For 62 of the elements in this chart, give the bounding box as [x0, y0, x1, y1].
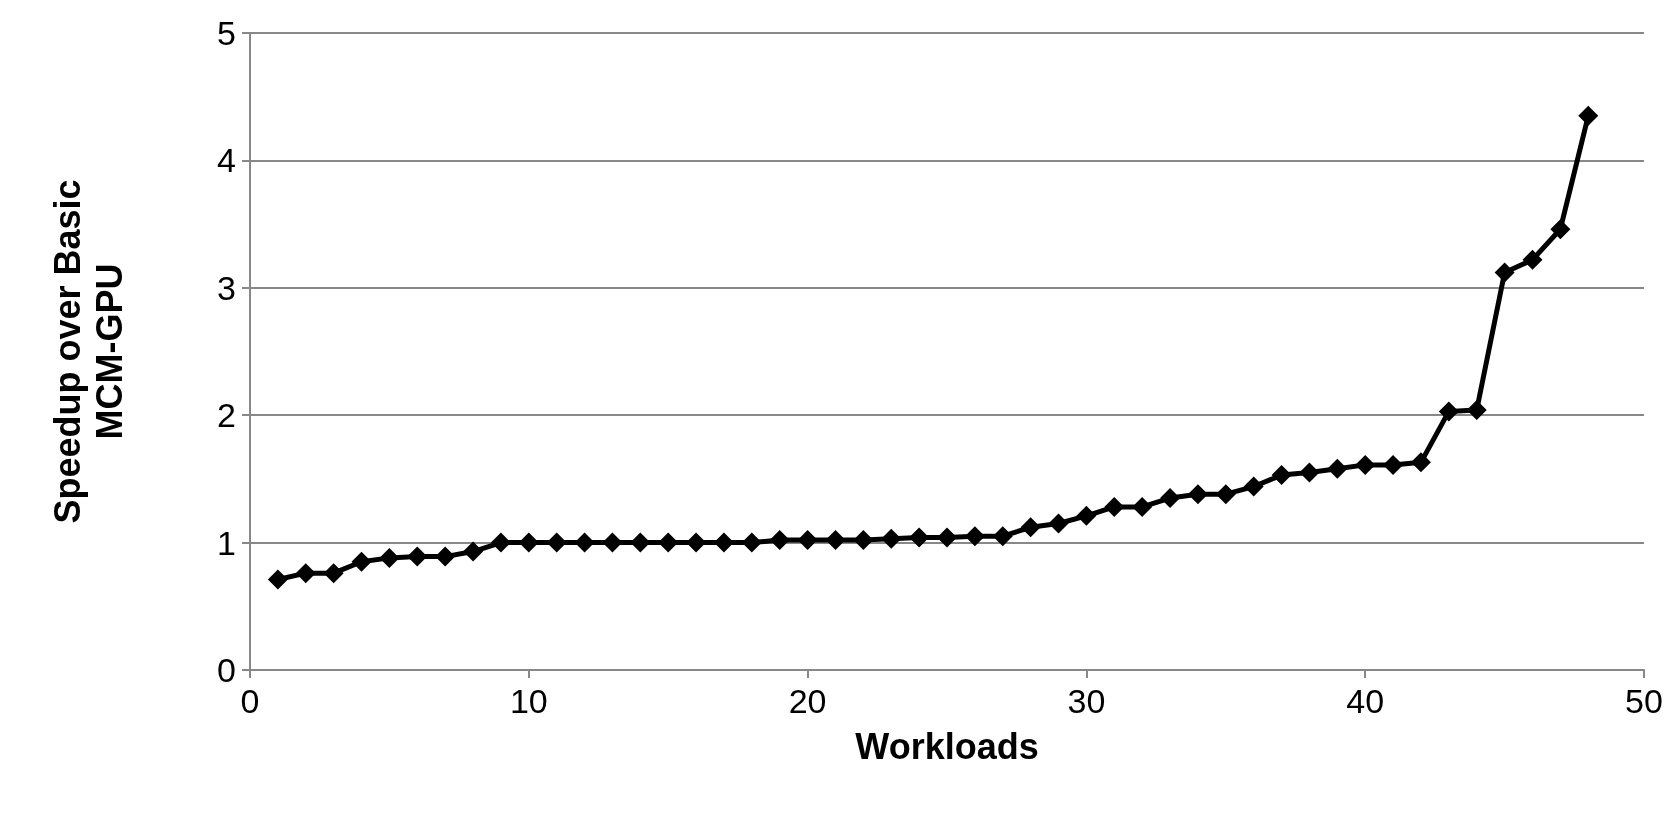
point [1438, 401, 1459, 422]
point [686, 532, 707, 553]
point [435, 546, 456, 567]
point [1355, 454, 1376, 475]
point [853, 530, 874, 551]
x-tick-label: 30 [1067, 682, 1106, 720]
point [825, 530, 846, 551]
point [937, 527, 957, 548]
point [574, 532, 595, 553]
point [1578, 105, 1599, 126]
point [909, 527, 930, 548]
point [1160, 488, 1181, 509]
x-tick-label: 40 [1346, 682, 1385, 720]
point [1466, 400, 1487, 421]
y-tick-label: 5 [217, 14, 236, 52]
point [1020, 517, 1041, 538]
y-tick-label: 4 [217, 141, 236, 180]
point [407, 546, 428, 567]
point [1243, 476, 1264, 497]
point [463, 541, 484, 562]
point [1104, 496, 1125, 517]
point [1048, 513, 1069, 534]
y-axis-title: Speedup over Basic MCM-GPU [46, 179, 130, 524]
y-tick-label: 3 [217, 268, 236, 307]
point [295, 563, 316, 584]
point [992, 526, 1013, 547]
point [881, 528, 902, 549]
x-tick-label: 20 [788, 682, 827, 720]
point [267, 569, 288, 590]
point [351, 551, 372, 572]
point [964, 526, 985, 547]
point [546, 532, 567, 553]
point [769, 530, 790, 551]
point [630, 532, 651, 553]
point [1187, 484, 1208, 505]
point [518, 532, 539, 553]
point [1522, 249, 1543, 270]
point [1271, 465, 1292, 486]
point [602, 532, 623, 553]
point [658, 532, 679, 553]
y-tick-label: 0 [217, 651, 236, 689]
point [741, 532, 762, 553]
point [1410, 452, 1431, 473]
x-tick-label: 0 [240, 682, 260, 720]
point [1299, 462, 1320, 483]
point [1383, 454, 1404, 475]
x-tick-label: 10 [509, 682, 548, 720]
point [1327, 458, 1348, 479]
point [379, 547, 400, 568]
x-tick-label: 50 [1625, 682, 1663, 720]
point [1215, 484, 1236, 505]
point [323, 563, 344, 584]
x-axis-title: Workloads [855, 725, 1039, 767]
point [1550, 219, 1571, 240]
y-tick-label: 2 [217, 396, 236, 435]
point [797, 530, 818, 551]
y-tick-label: 1 [217, 523, 236, 562]
point [490, 532, 511, 553]
point [1132, 496, 1153, 517]
point [1494, 262, 1515, 283]
point [713, 532, 734, 553]
point [1076, 505, 1097, 526]
